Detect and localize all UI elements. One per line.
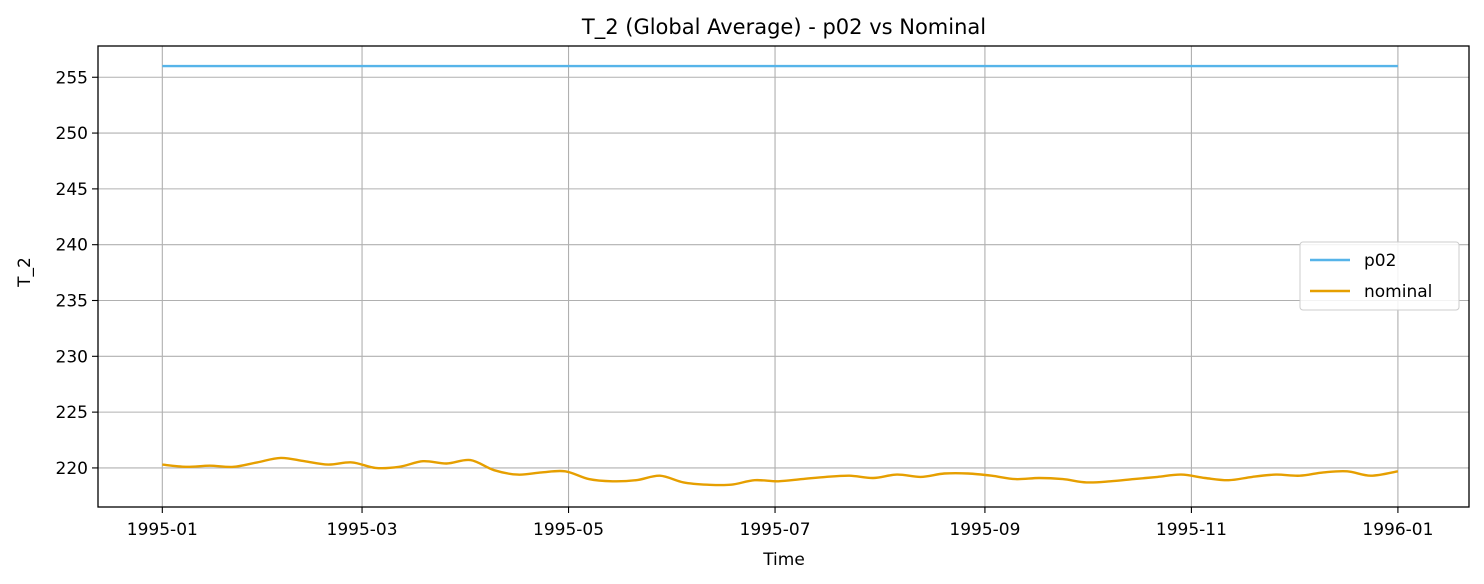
x-tick-label: 1995-03 xyxy=(327,520,398,540)
plot-frame xyxy=(97,45,1470,508)
x-tick-label: 1995-05 xyxy=(533,520,604,540)
x-tick-label: 1995-09 xyxy=(949,520,1020,540)
legend-label-p02: p02 xyxy=(1364,251,1396,271)
legend: p02 nominal xyxy=(1299,241,1460,311)
y-axis-label: T_2 xyxy=(15,257,35,288)
y-tick-label: 235 xyxy=(56,291,88,311)
y-tick-label: 220 xyxy=(56,459,88,479)
y-tick-label: 255 xyxy=(56,68,88,88)
y-tick-label: 225 xyxy=(56,403,88,423)
y-tick-label: 230 xyxy=(56,347,88,367)
plot-series xyxy=(162,64,1399,487)
series-line-nominal xyxy=(162,456,1399,487)
x-axis-label: Time xyxy=(762,550,805,570)
axis-ticks: 1995-01 1995-03 1995-05 1995-07 1995-09 1995-… xyxy=(56,68,1434,540)
y-tick-label: 245 xyxy=(56,180,88,200)
grid xyxy=(98,46,1469,507)
chart-title: T_2 (Global Average) - p02 vs Nominal xyxy=(581,15,986,40)
x-tick-label: 1995-01 xyxy=(127,520,198,540)
x-tick-label: 1995-07 xyxy=(740,520,811,540)
x-tick-label: 1995-11 xyxy=(1156,520,1227,540)
y-tick-label: 250 xyxy=(56,124,88,144)
x-tick-label: 1996-01 xyxy=(1362,520,1433,540)
legend-label-nominal: nominal xyxy=(1364,282,1432,302)
y-tick-label: 240 xyxy=(56,236,88,256)
